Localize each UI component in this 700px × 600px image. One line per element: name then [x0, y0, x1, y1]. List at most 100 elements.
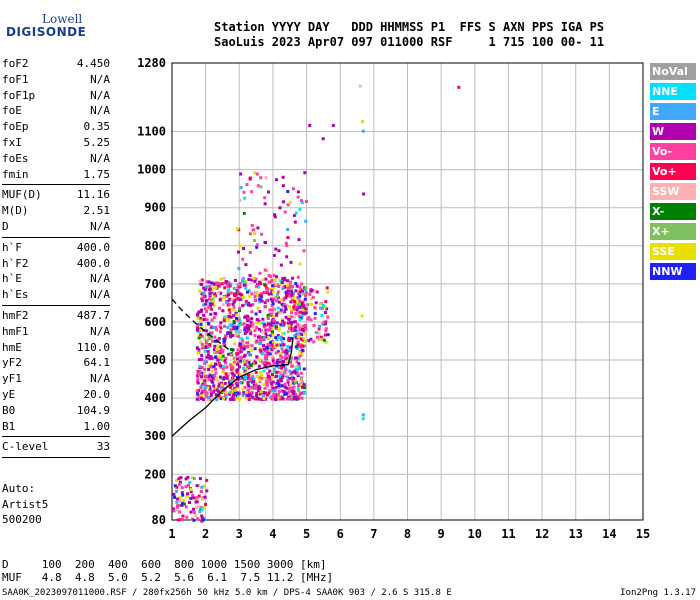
echo-point	[277, 328, 281, 332]
echo-point	[297, 314, 301, 318]
echo-point	[285, 386, 289, 390]
echo-point	[226, 293, 230, 297]
echo-point	[297, 384, 300, 387]
echo-point	[189, 510, 193, 514]
echo-point	[203, 382, 207, 386]
echo-point	[212, 365, 216, 369]
echo-point	[286, 286, 290, 290]
echo-point	[276, 358, 280, 362]
echo-point	[296, 397, 300, 401]
echo-point	[219, 364, 223, 368]
echo-point	[249, 391, 253, 395]
echo-point	[220, 282, 224, 286]
echo-point	[258, 358, 262, 362]
echo-point	[184, 477, 188, 481]
echo-point	[299, 287, 303, 291]
echo-point	[251, 395, 255, 399]
echo-point	[222, 396, 226, 400]
echo-point	[285, 255, 289, 259]
echo-point	[293, 300, 296, 303]
echo-point	[240, 376, 244, 380]
echo-point	[298, 354, 302, 358]
echo-point	[221, 359, 225, 363]
param-value: 2.51	[83, 204, 111, 218]
echo-point	[263, 202, 267, 206]
echo-point	[238, 344, 242, 348]
echo-point	[207, 280, 211, 284]
echo-point	[203, 495, 207, 499]
echo-point	[288, 280, 292, 284]
echo-point	[201, 518, 205, 522]
echo-point	[255, 391, 259, 395]
echo-point	[269, 346, 273, 350]
echo-point	[234, 311, 238, 315]
echo-point	[230, 324, 234, 328]
echo-point	[258, 294, 262, 298]
echo-point	[223, 337, 227, 341]
echo-point	[222, 365, 225, 369]
echo-point	[275, 374, 278, 378]
echo-point	[283, 305, 287, 309]
echo-point	[200, 485, 204, 489]
echo-point	[239, 359, 243, 363]
echo-point	[227, 352, 230, 356]
param-separator	[2, 457, 110, 459]
echo-point	[264, 277, 268, 281]
param-value: N/A	[90, 151, 110, 165]
echo-point	[186, 492, 189, 496]
echo-point	[200, 366, 204, 369]
echo-point	[205, 489, 209, 493]
echo-point	[266, 328, 270, 332]
echo-point	[232, 308, 236, 312]
echo-point	[225, 301, 229, 305]
echo-point	[280, 396, 284, 400]
param-row-mufd: MUF(D) 11.16	[2, 187, 168, 203]
echo-point	[210, 289, 214, 293]
echo-point	[256, 306, 260, 310]
echo-point	[210, 302, 214, 306]
echo-point	[300, 313, 304, 317]
echo-point	[198, 328, 202, 332]
echo-point	[230, 298, 234, 302]
echo-point	[173, 495, 177, 499]
param-value: N/A	[90, 72, 110, 86]
echo-point	[218, 324, 222, 328]
echo-point	[286, 391, 290, 395]
x-tick-label: 2	[202, 527, 209, 541]
echo-point	[256, 226, 260, 230]
echo-point	[295, 284, 299, 288]
echo-point	[273, 324, 277, 327]
echo-point	[274, 397, 278, 401]
echo-point	[212, 384, 216, 388]
echo-point	[323, 333, 327, 337]
echo-point	[302, 336, 306, 340]
echo-point	[276, 350, 280, 354]
echo-point	[221, 367, 225, 371]
echo-point	[324, 329, 328, 333]
header-row-1: Station YYYY DAY DDD HHMMSS P1 FFS S AXN…	[214, 20, 605, 34]
echo-point	[232, 320, 236, 323]
echo-point	[254, 284, 258, 288]
param-row-yf1: yF1 N/A	[2, 371, 168, 387]
echo-point	[204, 341, 208, 345]
param-label: h`F2	[2, 256, 29, 270]
echo-point	[272, 286, 275, 289]
echo-point	[198, 280, 202, 284]
echo-point	[201, 295, 205, 299]
echo-point	[258, 376, 262, 380]
muf-row: MUF 4.8 4.8 5.0 5.2 5.6 6.1 7.5 11.2 [MH…	[2, 571, 334, 584]
echo-point	[282, 302, 286, 306]
echo-point	[279, 397, 282, 401]
echo-point	[262, 361, 266, 365]
echo-point	[200, 514, 204, 518]
echo-point	[270, 355, 274, 359]
param-row-he: h`E N/A	[2, 271, 168, 287]
echo-point	[207, 377, 211, 381]
echo-point	[255, 243, 259, 247]
echo-point	[297, 238, 301, 242]
echo-point	[281, 304, 285, 308]
echo-point	[208, 304, 212, 308]
echo-point	[298, 207, 302, 211]
echo-point	[232, 373, 236, 377]
echo-point	[260, 292, 264, 295]
